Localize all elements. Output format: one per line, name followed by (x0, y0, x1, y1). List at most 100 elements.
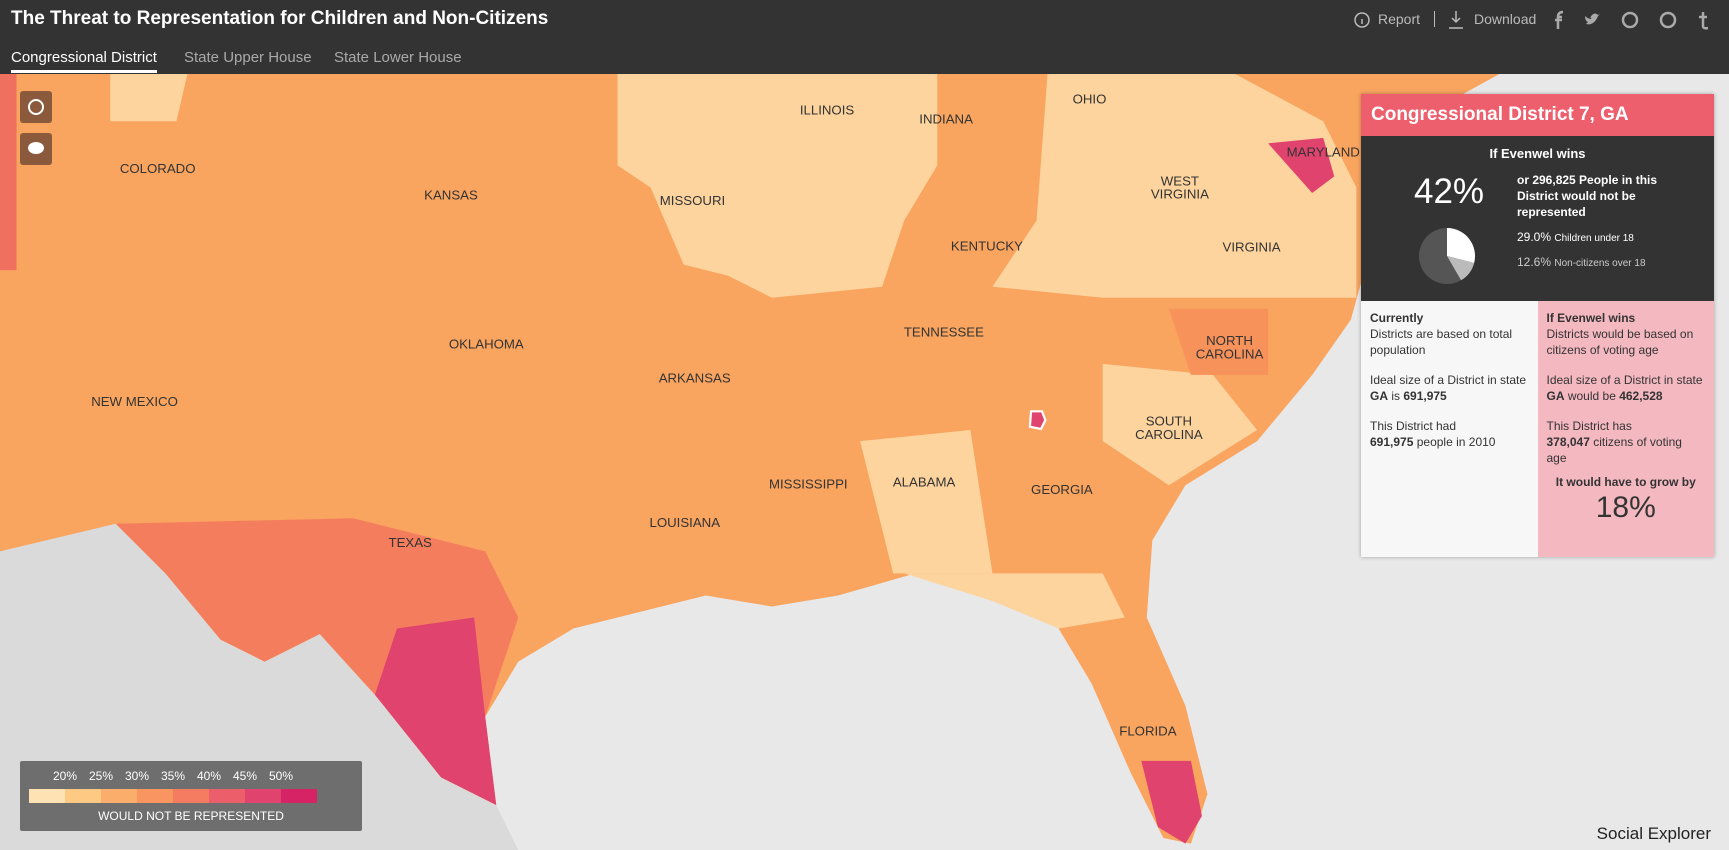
legend-swatch (101, 789, 137, 803)
region (0, 73, 17, 271)
noncitizens: 12.6% Non-citizens over 18 (1517, 255, 1646, 269)
tab[interactable]: Congressional District (11, 49, 157, 73)
region (374, 617, 497, 805)
state-label: NEW MEXICO (91, 394, 178, 409)
legend-swatch (137, 789, 173, 803)
info-panel: Congressional District 7, GA If Evenwel … (1361, 94, 1714, 557)
title: The Threat to Representation for Childre… (11, 8, 549, 29)
state-label: FLORIDA (1119, 724, 1176, 739)
region (110, 73, 188, 122)
comment-icon (28, 142, 44, 154)
state-label: SOUTH (1146, 414, 1192, 429)
info-icon (1354, 12, 1370, 28)
report-link[interactable]: Report (1378, 11, 1421, 27)
summary-heading: If Evenwel wins (1489, 146, 1586, 161)
comparison: Currently Districts are based on total p… (1361, 301, 1714, 557)
legend-swatch (65, 789, 101, 803)
facebook[interactable] (1555, 10, 1564, 29)
legend-swatch (209, 789, 245, 803)
state-label: MISSOURI (660, 193, 725, 208)
legend-label: 30% (125, 769, 149, 783)
legend: WOULD NOT BE REPRESENTED 20% 25% 30% 35% 40%… (20, 761, 362, 831)
locate-button[interactable] (20, 91, 52, 123)
region (860, 430, 993, 574)
t: 691,975 (1370, 435, 1414, 449)
state-label: VIRGINIA (1151, 186, 1209, 201)
legend-label: 50% (269, 769, 293, 783)
header: The Threat to Representation for Childre… (0, 0, 1729, 74)
state-label: NORTH (1206, 333, 1253, 348)
legend-label: 25% (89, 769, 113, 783)
pinterest[interactable] (1659, 11, 1677, 29)
heading: If Evenwel wins (1546, 311, 1636, 325)
region (617, 73, 938, 298)
t: This District has (1546, 419, 1632, 433)
t: GA (1370, 389, 1388, 403)
evenwel: If Evenwel wins Districts would be based… (1537, 301, 1714, 557)
pie (1419, 228, 1475, 284)
t: people in 2010 (1413, 435, 1496, 449)
had: This District had 691,975 people in 2010 (1370, 418, 1529, 450)
legend-label: 45% (233, 769, 257, 783)
legend-swatch (173, 789, 209, 803)
legend-swatch (245, 789, 281, 803)
pie-slice (1447, 228, 1475, 263)
state-label: WEST (1161, 173, 1199, 188)
state-label: TEXAS (389, 535, 433, 550)
separator (1434, 11, 1435, 27)
legend-label: 20% (53, 769, 77, 783)
t: is (1388, 389, 1404, 403)
unrepresented: or 296,825 People in this District would… (1517, 173, 1658, 219)
state-label: COLORADO (120, 161, 196, 176)
state-label: VIRGINIA (1223, 239, 1281, 254)
children-pct: 29.0% (1517, 230, 1552, 244)
legend-label: 35% (161, 769, 185, 783)
t: This District had (1370, 419, 1457, 433)
legend-swatch (29, 789, 65, 803)
t: would be (1564, 389, 1620, 403)
social-icons (1555, 10, 1709, 30)
region (992, 73, 1357, 298)
ideal: Ideal size of a District in state GA is … (1370, 372, 1529, 404)
legend-label: 40% (197, 769, 221, 783)
basis: Districts are based on total population (1370, 327, 1513, 357)
children-label: Children under 18 (1554, 233, 1634, 244)
state-label: MISSISSIPPI (769, 476, 848, 491)
children: 29.0% Children under 18 (1517, 230, 1634, 244)
state-label: CAROLINA (1196, 346, 1264, 361)
state-label: MARYLAND (1287, 145, 1360, 160)
state-label: ALABAMA (893, 474, 956, 489)
state-label: ILLINOIS (800, 103, 855, 118)
tumblr[interactable] (1699, 12, 1709, 30)
state-label: INDIANA (919, 112, 973, 127)
has: This District has 378,047 citizens of vo… (1547, 418, 1706, 466)
state-label: OHIO (1073, 92, 1107, 107)
t: Ideal size of a District in state (1546, 373, 1703, 387)
state-label: ARKANSAS (659, 371, 731, 386)
region (1168, 308, 1269, 375)
tab[interactable]: State Upper House (184, 49, 312, 66)
twitter[interactable] (1585, 13, 1600, 25)
state-label: CAROLINA (1135, 427, 1203, 442)
basis: Districts would be based on citizens of … (1546, 327, 1694, 357)
state-label: KANSAS (424, 188, 478, 203)
legend-scale: WOULD NOT BE REPRESENTED 20% 25% 30% 35% 40%… (29, 769, 317, 823)
t: 691,975 (1403, 389, 1447, 403)
region (1102, 363, 1258, 486)
t: Ideal size of a District in state (1370, 373, 1527, 387)
brand: Social Explorer (1596, 824, 1711, 843)
ideal: Ideal size of a District in state GA wou… (1547, 372, 1706, 404)
state-label: OKLAHOMA (449, 336, 524, 351)
google-plus[interactable] (1621, 11, 1639, 29)
state-label: KENTUCKY (951, 238, 1023, 253)
pie-slice (1447, 256, 1475, 281)
t: 378,047 (1546, 435, 1590, 449)
tab[interactable]: State Lower House (334, 49, 462, 66)
download-link[interactable]: Download (1474, 11, 1537, 27)
noncitizens-pct: 12.6% (1517, 255, 1552, 269)
t: citizens of voting age (1546, 435, 1682, 465)
heading: Currently (1370, 311, 1424, 325)
state-label: TENNESSEE (904, 324, 984, 339)
